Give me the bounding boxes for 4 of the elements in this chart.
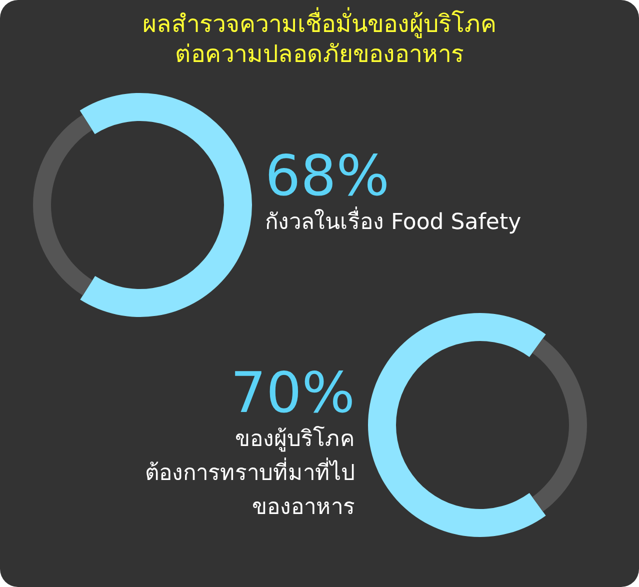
data-label: 68% xyxy=(265,144,390,209)
text: ของผู้บริโภค ต้องการทราบที่มาที่ไป ของอาหาร xyxy=(145,426,355,520)
data-label: 70% xyxy=(230,361,355,426)
chart-title: ผลสำรวจความเชื่อมั่นของผู้บริโภค ต่อความปลอดภัยของอาหาร xyxy=(142,7,496,68)
